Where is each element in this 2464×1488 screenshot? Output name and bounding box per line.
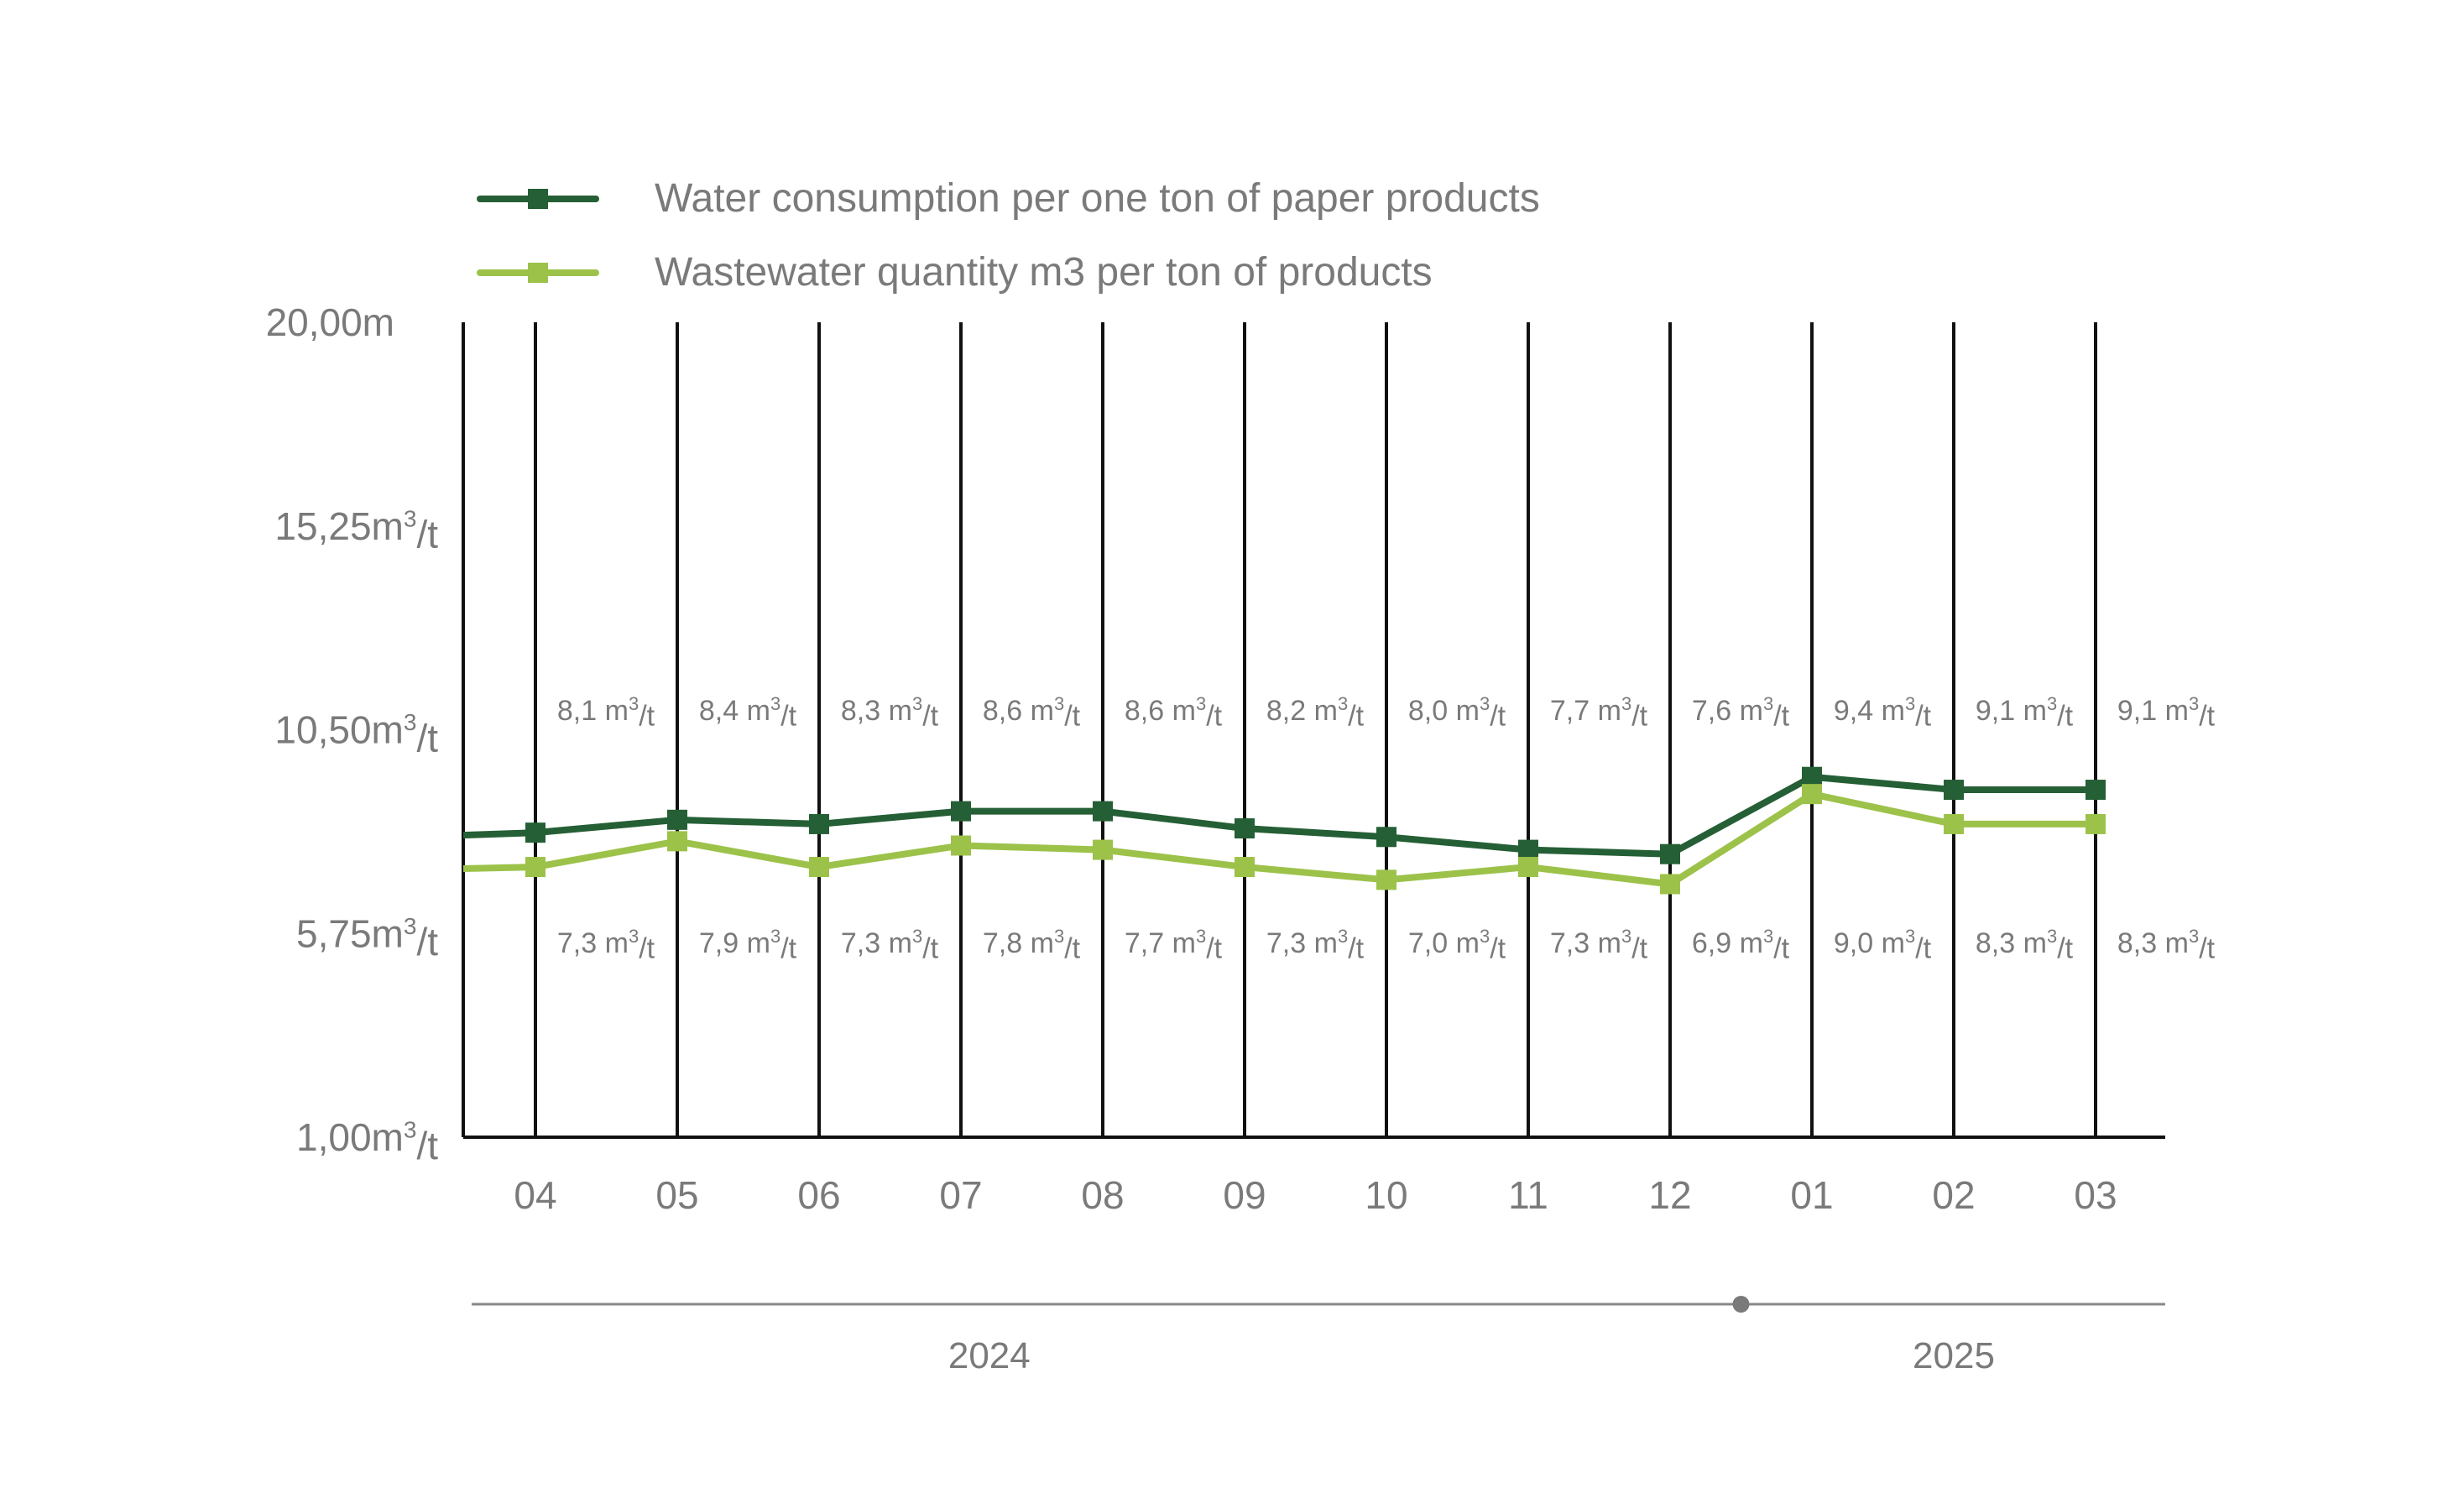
data-label-s1-06: 8,3 m3/t — [841, 693, 939, 733]
series-1-point-01 — [1802, 766, 1822, 787]
y-tick-label-3: 5,75m3/t — [296, 911, 438, 963]
legend-marker-2 — [528, 263, 548, 283]
grid-lines — [534, 322, 2097, 1137]
data-label-s1-03: 9,1 m3/t — [2117, 693, 2216, 733]
series-1-point-06 — [809, 813, 829, 834]
data-label-s2-05: 7,9 m3/t — [699, 926, 797, 965]
series-2-point-08 — [1093, 839, 1113, 860]
x-tick-label-06: 06 — [797, 1173, 840, 1217]
data-label-s2-07: 7,8 m3/t — [983, 926, 1081, 965]
data-label-s2-06: 7,3 m3/t — [841, 926, 939, 965]
x-tick-label-02: 02 — [1932, 1173, 1975, 1217]
series-1-point-10 — [1376, 827, 1396, 848]
data-label-s1-07: 8,6 m3/t — [983, 693, 1081, 733]
tick-labels: 20,00m 15,25m3/t 10,50m3/t 5,75m3/t 1,00m3/t… — [266, 300, 2117, 1217]
series-2-point-07 — [951, 835, 971, 856]
x-tick-label-09: 09 — [1223, 1173, 1266, 1217]
series-lines — [462, 766, 2106, 895]
year-label-2025: 2025 — [1913, 1335, 1995, 1376]
data-label-s2-08: 7,7 m3/t — [1125, 926, 1223, 965]
series-2-point-03 — [2086, 813, 2106, 834]
x-tick-label-10: 10 — [1365, 1173, 1407, 1217]
data-label-s1-09: 8,2 m3/t — [1266, 693, 1365, 733]
series-2-point-05 — [667, 831, 687, 852]
data-label-s1-04: 8,1 m3/t — [557, 693, 655, 733]
series-2-point-02 — [1944, 813, 1964, 834]
series-1-point-12 — [1660, 843, 1680, 864]
x-tick-label-05: 05 — [655, 1173, 698, 1217]
data-label-s2-10: 7,0 m3/t — [1408, 926, 1506, 965]
x-tick-label-07: 07 — [939, 1173, 982, 1217]
year-label-2024: 2024 — [948, 1335, 1031, 1376]
data-label-s1-02: 9,1 m3/t — [1976, 693, 2074, 733]
y-tick-label-0: 20,00m — [266, 300, 394, 344]
data-label-s2-09: 7,3 m3/t — [1266, 926, 1365, 965]
y-tick-label-1: 15,25m3/t — [274, 504, 438, 556]
data-labels: 8,1 m3/t 8,4 m3/t 8,3 m3/t 8,6 m3/t 8,6 m3/t… — [557, 693, 2216, 965]
data-label-s1-11: 7,7 m3/t — [1550, 693, 1648, 733]
series-1-point-05 — [667, 809, 687, 830]
series-1-point-02 — [1944, 780, 1964, 801]
data-label-s1-08: 8,6 m3/t — [1125, 693, 1223, 733]
series-1-point-07 — [951, 801, 971, 822]
series-1-point-03 — [2086, 780, 2106, 801]
data-label-s1-05: 8,4 m3/t — [699, 693, 797, 733]
legend-marker-1 — [528, 189, 548, 209]
series-line-2 — [462, 791, 2096, 888]
series-2-point-10 — [1376, 869, 1396, 890]
series-2-point-06 — [809, 857, 829, 878]
data-label-s2-01: 9,0 m3/t — [1834, 926, 1932, 965]
data-label-s2-02: 8,3 m3/t — [1976, 926, 2074, 965]
series-2-point-01 — [1802, 784, 1822, 805]
legend-label-1: Water consumption per one ton of paper p… — [655, 176, 1540, 221]
year-axis: 2024 2025 — [472, 1296, 2165, 1376]
data-label-s1-01: 9,4 m3/t — [1834, 693, 1932, 733]
y-tick-label-2: 10,50m3/t — [274, 708, 438, 760]
x-tick-label-03: 03 — [2074, 1173, 2117, 1217]
x-tick-label-04: 04 — [514, 1173, 556, 1217]
series-2-point-11 — [1518, 857, 1538, 878]
y-tick-label-4: 1,00m3/t — [296, 1115, 438, 1167]
data-label-s2-11: 7,3 m3/t — [1550, 926, 1648, 965]
data-label-s1-10: 8,0 m3/t — [1408, 693, 1506, 733]
x-tick-label-12: 12 — [1648, 1173, 1691, 1217]
series-2-point-12 — [1660, 874, 1680, 895]
series-1-point-09 — [1235, 818, 1255, 839]
series-2-point-09 — [1235, 857, 1255, 878]
data-label-s1-12: 7,6 m3/t — [1692, 693, 1790, 733]
series-1-point-04 — [525, 822, 546, 843]
data-label-s2-03: 8,3 m3/t — [2117, 926, 2216, 965]
legend-label-2: Wastewater quantity m3 per ton of produc… — [655, 250, 1433, 295]
series-line-1 — [462, 773, 2096, 858]
legend: Water consumption per one ton of paper p… — [477, 176, 1540, 295]
year-divider-dot — [1732, 1296, 1750, 1313]
series-1-point-11 — [1518, 839, 1538, 860]
series-1-point-08 — [1093, 801, 1113, 822]
x-tick-label-08: 08 — [1081, 1173, 1124, 1217]
x-tick-label-11: 11 — [1508, 1173, 1548, 1217]
x-tick-label-01: 01 — [1790, 1173, 1833, 1217]
data-label-s2-12: 6,9 m3/t — [1692, 926, 1790, 965]
axes — [462, 322, 2165, 1139]
data-label-s2-04: 7,3 m3/t — [557, 926, 655, 965]
series-2-point-04 — [525, 857, 546, 878]
